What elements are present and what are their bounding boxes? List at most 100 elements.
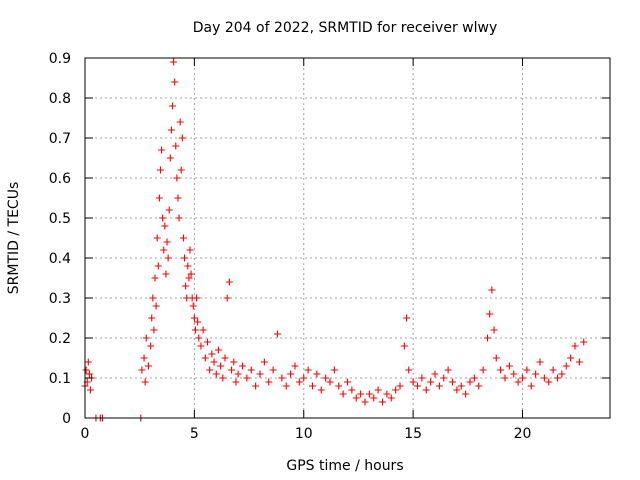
data-point [191,326,199,334]
data-point [86,386,94,394]
y-tick-label: 0.9 [49,51,71,67]
data-point [348,386,356,394]
data-point [510,370,518,378]
y-tick-label: 0.2 [49,331,71,347]
data-point [176,118,184,126]
data-point [282,382,290,390]
data-point [418,374,426,382]
data-point [554,374,561,382]
data-point [545,378,553,386]
data-point [400,342,408,350]
data-point [449,378,456,386]
data-point [175,214,183,222]
data-point [204,338,211,346]
data-point [475,382,483,390]
data-point [265,378,273,386]
data-point [427,378,435,386]
data-point [567,354,575,362]
data-point [422,386,430,394]
data-point [497,366,505,374]
data-point [519,374,526,382]
y-tick-label: 0.7 [49,131,71,147]
data-point [158,146,166,154]
data-point [291,362,299,370]
data-point [171,78,179,86]
data-point [486,310,494,318]
data-point [523,366,531,374]
y-tick-labels: 0 0.1 0.2 0.3 0.4 0.5 0.6 0.7 0.8 0.9 [49,51,71,427]
data-point [488,286,496,294]
data-point [162,270,170,278]
data-point [210,358,218,366]
data-point [147,342,155,350]
data-point [221,354,229,362]
data-point [490,326,498,334]
data-point [335,382,343,390]
data-point [138,366,146,374]
data-point [182,282,190,290]
data-point [405,366,413,374]
data-point [562,362,570,370]
data-point [84,358,92,366]
data-point [549,366,557,374]
data-point [414,382,421,390]
x-tick-label: 20 [514,426,532,442]
y-tick-label: 0.6 [49,171,71,187]
data-point [173,174,181,182]
data-point [217,362,225,370]
data-point [571,342,579,350]
data-point [151,274,159,282]
data-point [208,350,216,358]
data-point [228,366,236,374]
grid-lines [85,58,610,418]
data-point [514,378,522,386]
data-point [580,338,588,346]
data-point [403,314,411,322]
data-point [153,234,161,242]
data-point [219,374,227,382]
data-point [501,374,509,382]
data-point [575,358,583,366]
data-point [160,246,168,254]
x-tick-labels: 0 5 10 15 20 [81,426,532,442]
data-point [178,134,186,142]
data-point [223,294,231,302]
data-point [82,366,90,374]
data-point [169,102,176,110]
data-point [466,378,474,386]
data-point [150,326,158,334]
data-point [165,206,173,214]
data-point [152,302,160,310]
data-point [435,382,443,390]
data-point [174,194,182,202]
data-point [214,346,222,354]
data-point [295,378,303,386]
data-point [470,374,478,382]
y-tick-label: 0.8 [49,91,71,107]
data-point [199,326,207,334]
data-point [536,358,544,366]
x-tick-label: 0 [81,426,90,442]
data-point [225,278,233,286]
x-axis-label: GPS time / hours [286,458,403,474]
y-tick-label: 0.4 [49,251,71,267]
data-point [492,354,500,362]
data-point [144,362,152,370]
data-point [170,58,178,66]
data-point [431,370,439,378]
data-point [187,270,195,278]
data-point [317,386,325,394]
data-point [383,390,391,398]
data-point [142,334,150,342]
data-point [164,254,172,262]
data-point [287,370,295,378]
x-tick-label: 15 [404,426,422,442]
data-point [274,330,281,338]
data-point [256,370,264,378]
data-point [247,366,255,374]
data-point [166,154,174,162]
data-point [252,382,260,390]
data-point [197,342,205,350]
y-tick-label: 0.5 [49,211,71,227]
